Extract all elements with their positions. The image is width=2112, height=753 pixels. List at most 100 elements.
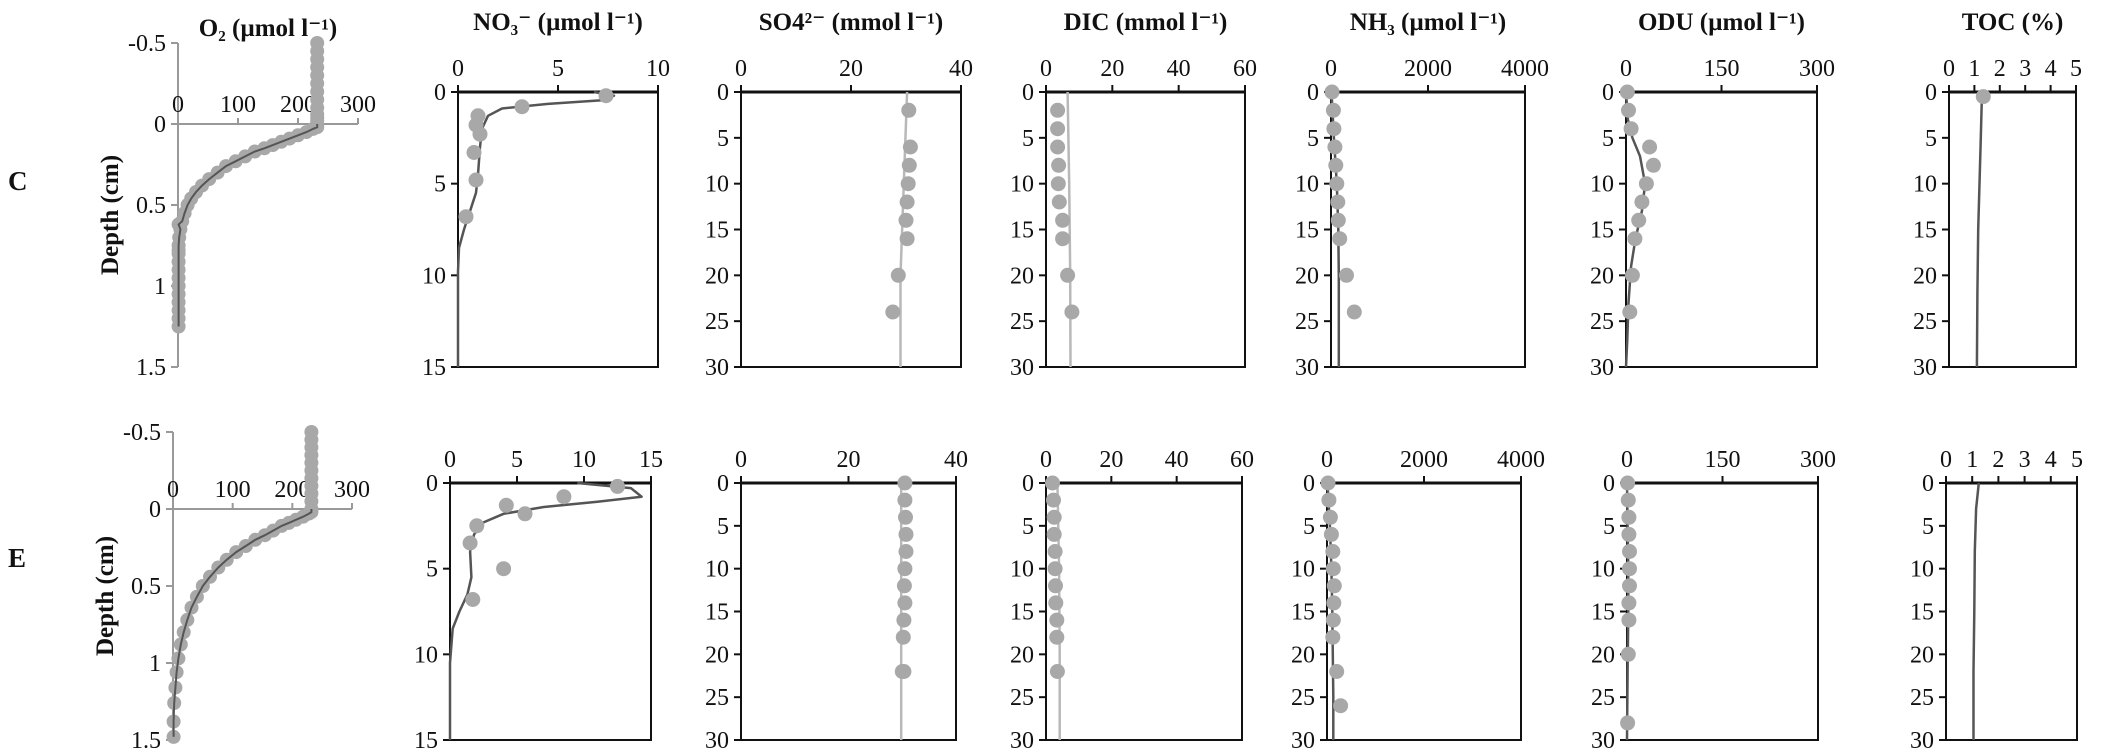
e-dic-data-point [1049,612,1065,628]
e-nh3-data-point [1325,544,1341,559]
c-toc-frame [1948,91,2077,368]
c-odu-data-point [1631,212,1647,228]
c-dic-title: DIC (mmol l⁻¹) [1064,9,1228,36]
c-o2-y-tick-label: 0.5 [136,193,166,219]
e-o2-y-tick-label: 1.5 [131,728,161,753]
e-nh3-y-tick-label: 0 [1303,471,1315,497]
c-nh3-data-point [1328,157,1344,173]
e-so4-data-point [898,526,914,542]
e-toc-frame [1945,482,2078,741]
c-o2-y-tick-label: 1 [154,274,166,300]
e-so4-data-point [898,509,913,525]
e-toc-model-line [1972,482,1981,740]
c-nh3-x-tick-label: 2000 [1404,56,1452,82]
c-no3-frame [457,91,659,368]
e-dic-y-tick-label: 10 [1010,557,1034,583]
c-toc-title: TOC (%) [1962,9,2064,36]
e-dic-y-tick-label: 5 [1022,514,1034,540]
c-so4-data-point [901,157,917,173]
c-o2-y-tick-label: 1.5 [136,355,166,381]
e-odu-y-tick-label: 10 [1591,557,1615,583]
c-no3-x-tick-label: 0 [452,56,464,82]
c-dic-x-tick-label: 20 [1100,56,1124,82]
e-no3-y-tick-label: 10 [414,642,438,668]
c-toc-y-tick-label: 20 [1913,263,1937,289]
e-nh3-y-tick-label: 20 [1291,642,1315,668]
e-no3-data-point [496,561,512,577]
c-dic-y-tick-label: 5 [1022,126,1034,152]
e-nh3-data-point [1326,578,1342,594]
c-so4-model-line [899,91,909,367]
c-nh3-data-point [1329,176,1345,192]
c-odu-data-point [1642,139,1658,155]
e-nh3-data-point [1329,664,1345,679]
e-odu-y-tick-label: 0 [1603,471,1615,497]
c-o2-y-tick-label: -0.5 [128,31,166,57]
e-dic-data-point [1047,561,1063,577]
e-dic-model-line [1056,482,1061,740]
c-so4-y-tick-label: 15 [705,218,729,244]
c-no3-y-tick-label: 15 [422,355,446,381]
e-o2-y-tick-label: 1 [149,651,161,677]
e-odu-data-point [1622,578,1637,594]
c-so4-title: SO4²⁻ (mmol l⁻¹) [759,9,943,36]
c-dic-x-tick-label: 40 [1167,56,1191,82]
c-o2-y-tick-label: 0 [154,112,166,138]
c-no3-data-point [466,145,482,160]
e-no3-x-tick-label: 15 [639,447,663,473]
e-no3-data-point [498,497,514,513]
c-o2-y-axis-label: Depth (cm) [97,155,124,275]
c-so4-data-point [901,102,917,118]
c-so4-x-tick-label: 0 [735,56,747,82]
c-odu-y-tick-label: 0 [1602,80,1614,106]
e-toc-x-tick-label: 4 [2045,447,2057,473]
e-nh3-data-point [1326,595,1342,611]
e-so4-y-tick-label: 10 [705,557,729,583]
e-nh3-y-tick-label: 10 [1291,557,1315,583]
c-dic-y-tick-label: 10 [1010,172,1034,198]
e-so4-data-point [895,629,911,645]
c-dic-data-point [1060,267,1076,283]
e-dic-y-tick-label: 20 [1010,642,1034,668]
e-dic-y-tick-label: 25 [1010,685,1034,711]
e-odu-data-point [1621,526,1637,542]
e-toc-y-tick-label: 30 [1910,728,1934,753]
c-so4-x-tick-label: 40 [949,56,973,82]
c-dic-y-tick-label: 15 [1010,218,1034,244]
e-odu-x-tick-label: 0 [1621,447,1633,473]
c-odu-data-point [1623,121,1639,137]
e-so4-data-point [896,664,912,679]
e-no3-data-point [610,478,625,494]
e-toc-x-tick-label: 0 [1940,447,1952,473]
c-odu-x-tick-label: 0 [1620,56,1632,82]
c-toc-model-line [1975,91,1984,368]
e-no3-y-tick-label: 0 [426,471,438,497]
c-nh3-y-tick-label: 5 [1307,126,1319,152]
e-dic-data-point [1046,492,1061,508]
c-o2-model-line [177,124,319,327]
e-toc-y-tick-label: 5 [1922,514,1934,540]
e-dic-data-point [1047,544,1063,559]
e-dic-data-point [1046,526,1062,542]
e-so4-y-tick-label: 25 [705,685,729,711]
c-toc-y-tick-label: 10 [1913,172,1937,198]
c-so4-data-point [890,267,906,283]
c-dic-data-point [1051,157,1067,173]
e-nh3-y-tick-label: 30 [1291,728,1315,753]
c-dic-y-tick-label: 20 [1010,263,1034,289]
c-nh3-x-tick-label: 4000 [1501,56,1549,82]
c-so4-y-tick-label: 10 [705,172,729,198]
c-toc-y-tick-label: 25 [1913,309,1937,335]
e-toc-y-tick-label: 20 [1910,642,1934,668]
e-nh3-data-point [1325,629,1341,645]
e-odu-x-tick-label: 300 [1800,447,1836,473]
c-no3-data-point [514,99,530,115]
e-dic-data-point [1048,595,1064,611]
e-nh3-y-tick-label: 15 [1291,600,1315,626]
e-dic-x-tick-label: 20 [1099,447,1123,473]
c-odu-x-tick-label: 300 [1799,56,1835,82]
e-dic-data-point [1046,509,1062,525]
e-o2-x-tick-label: 200 [274,477,310,503]
e-odu-data-point [1621,595,1637,611]
